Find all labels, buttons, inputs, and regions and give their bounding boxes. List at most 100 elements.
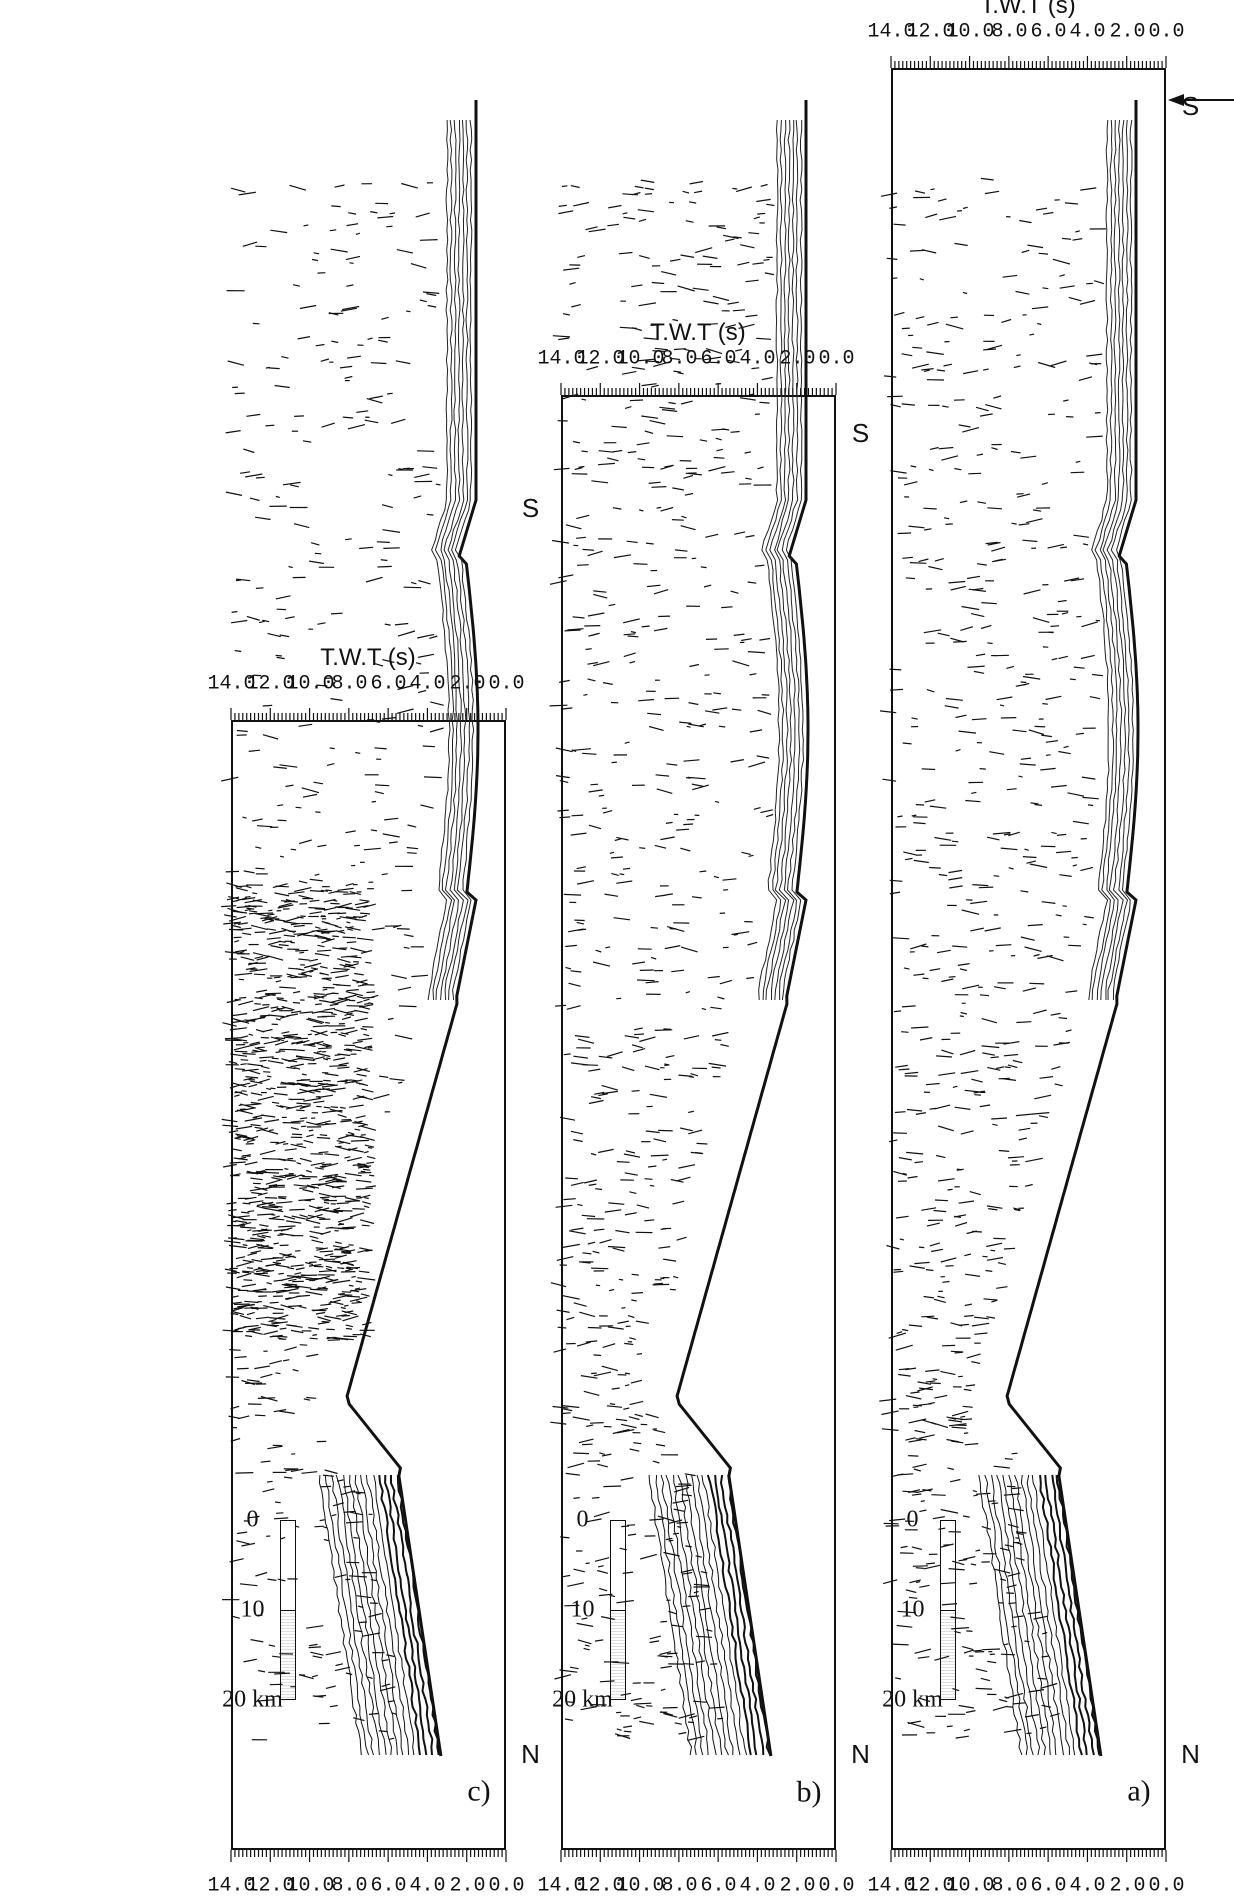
reflection-dash (236, 888, 248, 891)
reflection-dash (588, 551, 603, 556)
reflection-dash (358, 1173, 371, 1174)
reflection-dash (700, 324, 717, 325)
reflection-dash (296, 1110, 304, 1111)
reflection-dash (577, 565, 589, 566)
reflection-dash (621, 1526, 629, 1527)
reflection-dash (231, 1616, 239, 1618)
reflection-dash (1051, 361, 1067, 366)
reflection-dash (603, 1344, 616, 1348)
reflection-dash (593, 591, 606, 592)
reflection-dash (338, 998, 348, 999)
reflection-dash (912, 1494, 922, 1495)
reflection-dash (241, 1064, 247, 1065)
reflection-dash (418, 581, 430, 584)
reflection-dash (310, 1652, 323, 1655)
reflection-dash (261, 1461, 271, 1462)
reflection-dash (588, 679, 596, 681)
reflection-dash (359, 547, 373, 548)
reflection-dash (349, 1285, 354, 1286)
reflection-dash (233, 1296, 239, 1297)
reflection-dash (332, 936, 339, 937)
reflection-dash (630, 400, 643, 401)
reflection-dash (714, 877, 719, 878)
reflection-dash (934, 1299, 946, 1302)
reflection-dash (582, 451, 588, 452)
reflection-dash (427, 514, 434, 515)
reflection-dash (418, 725, 423, 726)
reflection-dash (286, 1014, 298, 1016)
reflection-dash (672, 488, 684, 490)
reflection-dash (235, 651, 242, 652)
arrow-marker (1164, 90, 1234, 150)
reflection-dash (586, 1341, 598, 1342)
reflection-dash (309, 1647, 321, 1648)
reflection-dash (636, 1705, 644, 1707)
reflection-dash (905, 1072, 918, 1073)
reflection-dash (627, 1525, 635, 1526)
reflection-dash (326, 1266, 332, 1268)
reflection-dash (258, 1079, 270, 1083)
reflection-dash (356, 1281, 362, 1282)
reflection-dash (347, 1157, 362, 1161)
reflection-dash (406, 311, 410, 312)
reflection-dash (276, 981, 281, 982)
reflection-dash (576, 515, 589, 518)
reflection-dash (369, 1175, 374, 1176)
reflection-dash (909, 526, 925, 528)
reflection-dash (1046, 755, 1051, 756)
reflection-dash (294, 524, 309, 528)
reflection-dash (982, 1527, 991, 1530)
reflection-dash (268, 910, 272, 911)
reflection-dash (232, 612, 238, 613)
reflection-dash (1033, 618, 1049, 623)
reflection-dash (235, 1069, 245, 1070)
reflection-dash (661, 272, 676, 276)
reflection-dash (646, 543, 654, 544)
reflection-dash (369, 1714, 378, 1715)
reflection-dash (247, 1140, 255, 1143)
reflection-dash (373, 1094, 389, 1098)
reflection-dash (758, 710, 772, 714)
reflection-dash (657, 507, 662, 508)
reflection-dash (939, 448, 954, 449)
reflection-dash (418, 691, 426, 693)
reflection-dash (253, 1007, 269, 1011)
reflection-dash (308, 1328, 319, 1329)
reflection-dash (321, 359, 329, 361)
reflection-dash (1019, 221, 1031, 223)
reflection-dash (1058, 601, 1067, 602)
reflection-dash (1012, 1488, 1021, 1489)
reflection-dash (664, 1065, 669, 1066)
sediment-reflector (433, 120, 454, 1000)
reflection-dash (251, 1193, 262, 1194)
reflection-dash (235, 1221, 247, 1223)
reflection-dash (1020, 764, 1036, 765)
reflection-dash (991, 1118, 1007, 1119)
reflection-dash (261, 1038, 269, 1039)
reflection-dash (1032, 307, 1048, 309)
reflection-dash (252, 893, 257, 894)
reflection-dash (325, 1023, 330, 1024)
reflection-dash (607, 1052, 623, 1057)
reflection-dash (249, 1201, 264, 1203)
reflection-dash (964, 1389, 972, 1390)
reflection-dash (345, 539, 352, 540)
reflection-dash (331, 1014, 336, 1015)
reflection-dash (332, 900, 337, 901)
reflection-dash (266, 1088, 271, 1089)
reflection-dash (325, 993, 333, 995)
reflection-dash (254, 974, 265, 975)
reflection-dash (386, 226, 392, 227)
reflection-dash (229, 1245, 247, 1247)
reflection-dash (963, 371, 978, 374)
reflection-dash (587, 367, 598, 370)
reflection-dash (608, 1327, 624, 1329)
reflection-dash (354, 1010, 368, 1013)
reflection-dash (1086, 354, 1102, 356)
reflection-dash (987, 508, 1002, 509)
reflection-dash (731, 760, 744, 762)
reflection-dash (1016, 1558, 1025, 1560)
reflection-dash (268, 633, 281, 636)
reflection-dash (938, 1126, 954, 1131)
reflection-dash (640, 1554, 657, 1559)
